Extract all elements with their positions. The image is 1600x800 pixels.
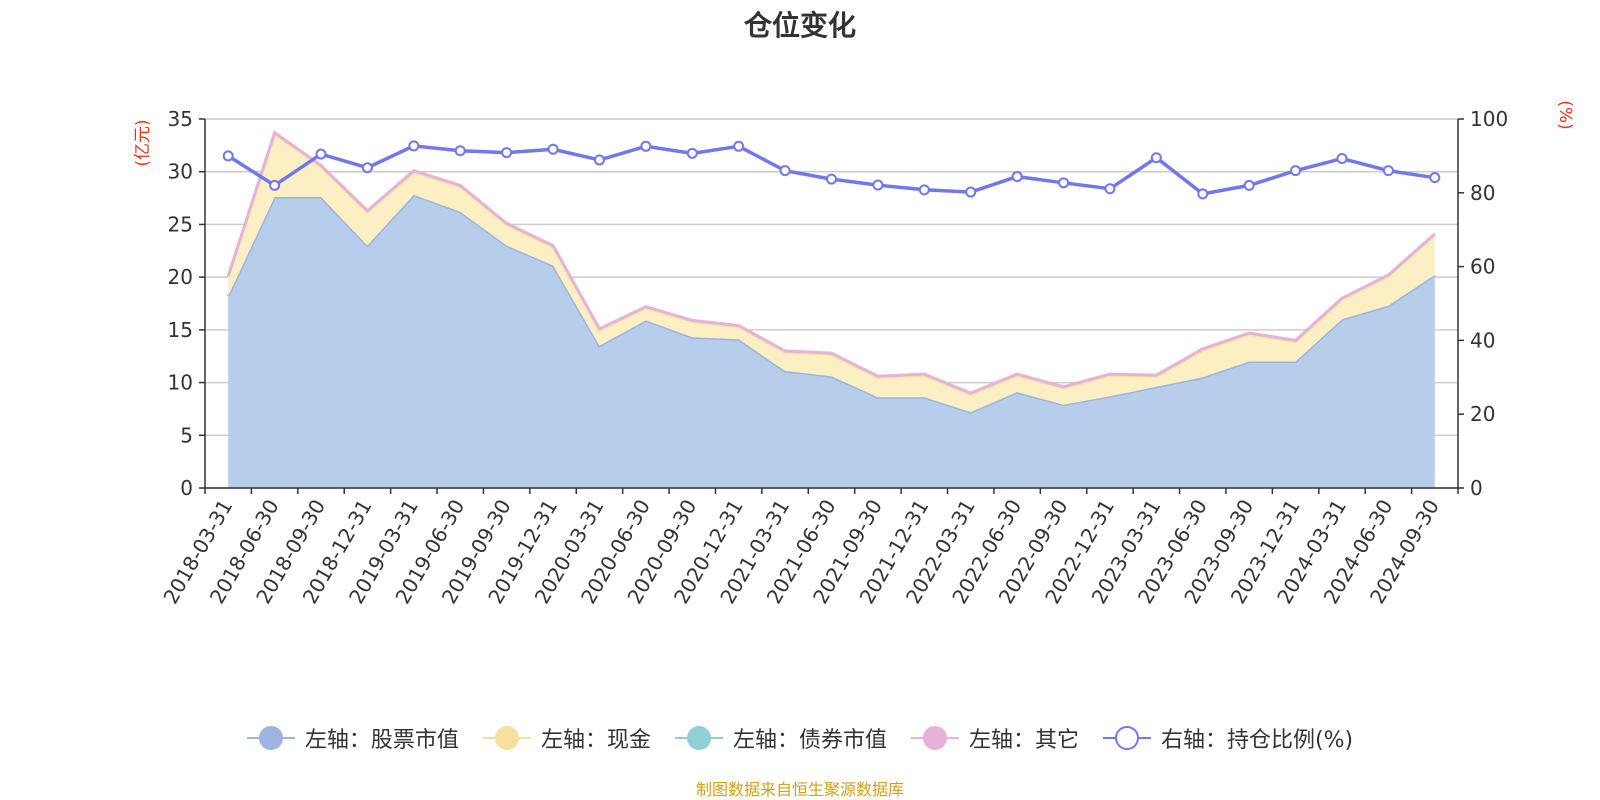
left-axis-name: (亿元) [133,119,153,166]
holding-ratio-point [547,143,559,155]
holding-ratio-point [315,148,327,160]
holding-ratio-point [269,179,281,191]
chart-legend: 左轴：股票市值 左轴：现金 左轴：债券市值 左轴：其它 右轴：持仓比例(%) [0,722,1600,758]
holding-ratio-point [1197,188,1209,200]
holding-ratio-point [1243,179,1255,191]
holding-ratio-point [733,140,745,152]
y-right-tick-label: 40 [1470,328,1495,352]
legend-label: 左轴：其它 [968,728,1079,753]
holding-ratio-point [918,184,930,196]
legend-swatch-icon [674,724,723,752]
legend-item-bond[interactable]: 左轴：债券市值 [674,722,887,754]
legend-swatch-icon [246,724,295,752]
source-note: 制图数据来自恒生聚源数据库 [695,780,904,799]
holding-ratio-point [826,173,837,185]
legend-label: 左轴：现金 [540,728,651,753]
chart-title: 仓位变化 [743,9,856,42]
y-left-tick-label: 10 [168,371,193,395]
legend-swatch-icon [910,724,959,752]
y-right-tick-label: 0 [1470,476,1483,500]
legend-swatch-icon [1102,724,1151,752]
holding-ratio-point [686,147,698,159]
y-left-tick-label: 20 [168,265,193,289]
stacked-areas [226,130,1436,488]
holding-ratio-point [1382,165,1394,177]
holding-ratio-point [640,140,652,152]
legend-item-stock[interactable]: 左轴：股票市值 [246,722,459,754]
holding-ratio-point [779,165,791,177]
holding-ratio-point [1429,172,1441,184]
holding-ratio-point [361,162,373,174]
holding-ratio-point [501,147,513,159]
y-right-tick-label: 80 [1470,181,1495,205]
cash-area [228,133,1435,413]
y-right-tick-label: 60 [1470,255,1495,279]
y-left-tick-label: 30 [168,160,193,184]
other-line [226,130,1436,395]
holding-ratio-point [1336,152,1348,164]
legend-swatch-icon [482,724,531,752]
legend-label: 右轴：持仓比例(%) [1160,728,1354,753]
holding-ratio-point [1150,152,1162,164]
holding-ratio-point [1290,165,1302,177]
legend-item-cash[interactable]: 左轴：现金 [482,722,651,754]
y-left-tick-label: 15 [168,318,193,342]
y-left-tick-label: 0 [180,476,193,500]
y-left-tick-label: 5 [180,423,193,447]
legend-label: 左轴：股票市值 [304,728,459,753]
legend-item-other[interactable]: 左轴：其它 [910,722,1079,754]
holding-ratio-point [222,150,234,162]
holding-ratio-point [1104,183,1116,195]
holding-ratio-point [965,186,977,198]
y-right-tick-label: 100 [1470,107,1508,131]
y-right-tick-label: 20 [1470,402,1495,426]
y-left-tick-label: 35 [168,107,193,131]
holding-ratio-point [1058,177,1070,189]
holding-ratio-point [1011,171,1023,183]
right-axis-name: (%) [1555,100,1575,129]
ratio-line [222,140,1441,200]
legend-item-ratio[interactable]: 右轴：持仓比例(%) [1102,722,1354,754]
holding-ratio-point [872,179,884,191]
holding-ratio-point [408,140,420,152]
y-left-tick-label: 25 [168,212,193,236]
stock-value-area [228,194,1435,488]
holding-ratio-point [454,145,466,157]
holding-ratio-point [593,154,605,166]
legend-label: 左轴：债券市值 [732,728,887,753]
